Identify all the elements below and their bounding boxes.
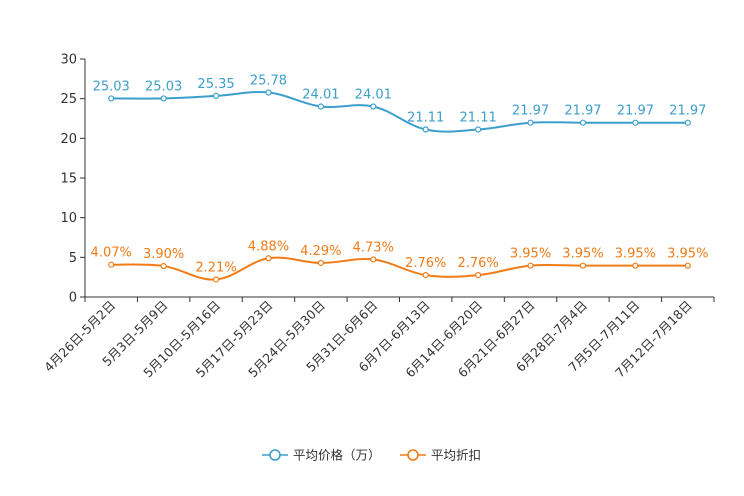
legend[interactable]: 平均价格（万） 平均折扣 — [262, 448, 481, 463]
data-point[interactable] — [212, 276, 220, 283]
data-label: 2.76% — [457, 256, 498, 271]
y-tick-label: 15 — [60, 172, 77, 187]
data-point[interactable] — [422, 126, 429, 133]
data-label: 3.95% — [615, 247, 656, 262]
data-label: 4.73% — [353, 240, 394, 255]
data-point[interactable] — [579, 262, 587, 269]
data-label: 3.95% — [562, 247, 603, 262]
data-point[interactable] — [684, 119, 691, 126]
data-point[interactable] — [317, 103, 324, 110]
data-label: 3.95% — [510, 247, 551, 262]
data-point[interactable] — [265, 89, 272, 96]
data-label: 4.07% — [91, 246, 132, 261]
data-label: 24.01 — [302, 88, 339, 103]
data-point[interactable] — [684, 262, 691, 269]
data-point[interactable] — [160, 95, 167, 102]
data-point[interactable] — [632, 262, 639, 269]
data-point[interactable] — [265, 255, 272, 262]
data-point[interactable] — [370, 103, 377, 110]
series-line — [111, 256, 688, 281]
data-point[interactable] — [422, 272, 429, 279]
series-2: 4.07% 3.90% 2.21% 4.88% 4.29% 4.73% 2.76% 2.76%… — [91, 239, 708, 283]
data-label: 25.78 — [250, 73, 287, 88]
data-label: 2.76% — [405, 256, 446, 271]
data-point[interactable] — [108, 95, 115, 102]
legend-marker-icon — [407, 449, 419, 461]
y-tick-label: 30 — [60, 53, 77, 68]
data-point[interactable] — [527, 119, 534, 126]
data-label: 25.03 — [145, 79, 182, 94]
data-label: 21.97 — [617, 104, 654, 119]
data-label: 4.88% — [248, 239, 289, 254]
data-label: 21.97 — [564, 104, 601, 119]
data-point[interactable] — [527, 262, 534, 269]
data-label: 3.90% — [143, 247, 184, 262]
legend-marker-icon — [269, 449, 281, 461]
data-point[interactable] — [475, 126, 482, 133]
y-tick-label: 10 — [60, 211, 77, 226]
legend-label: 平均折扣 — [431, 448, 481, 463]
legend-item-2[interactable]: 平均折扣 — [400, 448, 481, 463]
data-label: 2.21% — [195, 260, 236, 275]
data-label: 3.95% — [667, 247, 708, 262]
legend-label: 平均价格（万） — [293, 448, 381, 463]
data-label: 21.11 — [407, 111, 444, 126]
data-point[interactable] — [370, 256, 377, 263]
data-point[interactable] — [317, 259, 324, 267]
y-tick-label: 5 — [69, 251, 77, 266]
data-label: 4.29% — [300, 244, 341, 259]
series-line — [111, 91, 688, 133]
data-label: 21.11 — [460, 111, 497, 126]
y-tick-label: 0 — [69, 291, 77, 306]
data-point[interactable] — [212, 92, 220, 99]
y-tick-label: 20 — [60, 132, 77, 147]
data-label: 21.97 — [669, 104, 706, 119]
data-point[interactable] — [160, 262, 167, 270]
data-point[interactable] — [579, 119, 587, 126]
y-tick-label: 25 — [60, 92, 77, 107]
series-1: 25.03 25.03 25.35 25.78 24.01 24.01 21.11 21.11… — [93, 73, 706, 133]
legend-item-1[interactable]: 平均价格（万） — [262, 448, 381, 463]
data-point[interactable] — [475, 272, 482, 279]
data-label: 25.03 — [93, 79, 130, 94]
data-label: 21.97 — [512, 104, 549, 119]
series-layer: 25.03 25.03 25.35 25.78 24.01 24.01 21.11 21.11… — [91, 73, 708, 283]
data-label: 25.35 — [197, 77, 234, 92]
data-label: 24.01 — [355, 88, 392, 103]
data-point[interactable] — [632, 119, 639, 126]
data-point[interactable] — [108, 261, 115, 268]
